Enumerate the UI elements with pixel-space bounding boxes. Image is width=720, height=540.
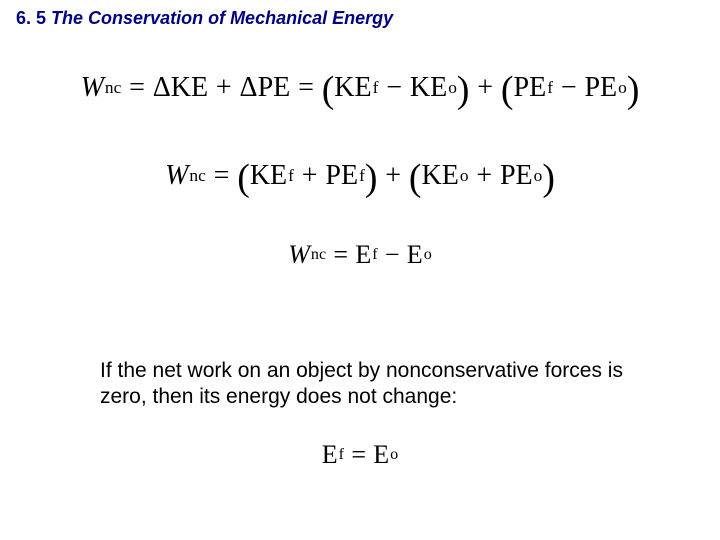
section-heading: 6. 5 The Conservation of Mechanical Ener…: [16, 8, 393, 29]
equation-1: Wnc = ΔKE + ΔPE = ( KEf − KEo ) + ( PEf …: [0, 72, 720, 104]
section-title: The Conservation of Mechanical Energy: [51, 8, 393, 28]
body-paragraph: If the net work on an object by nonconse…: [100, 358, 640, 411]
equation-4: Ef = Eo: [0, 440, 720, 470]
equation-2: Wnc = ( KEf + PEf ) + ( KEo + PEo ): [0, 160, 720, 192]
section-number: 6. 5: [16, 8, 46, 28]
equation-3: Wnc = Ef − Eo: [0, 240, 720, 270]
slide: 6. 5 The Conservation of Mechanical Ener…: [0, 0, 720, 540]
